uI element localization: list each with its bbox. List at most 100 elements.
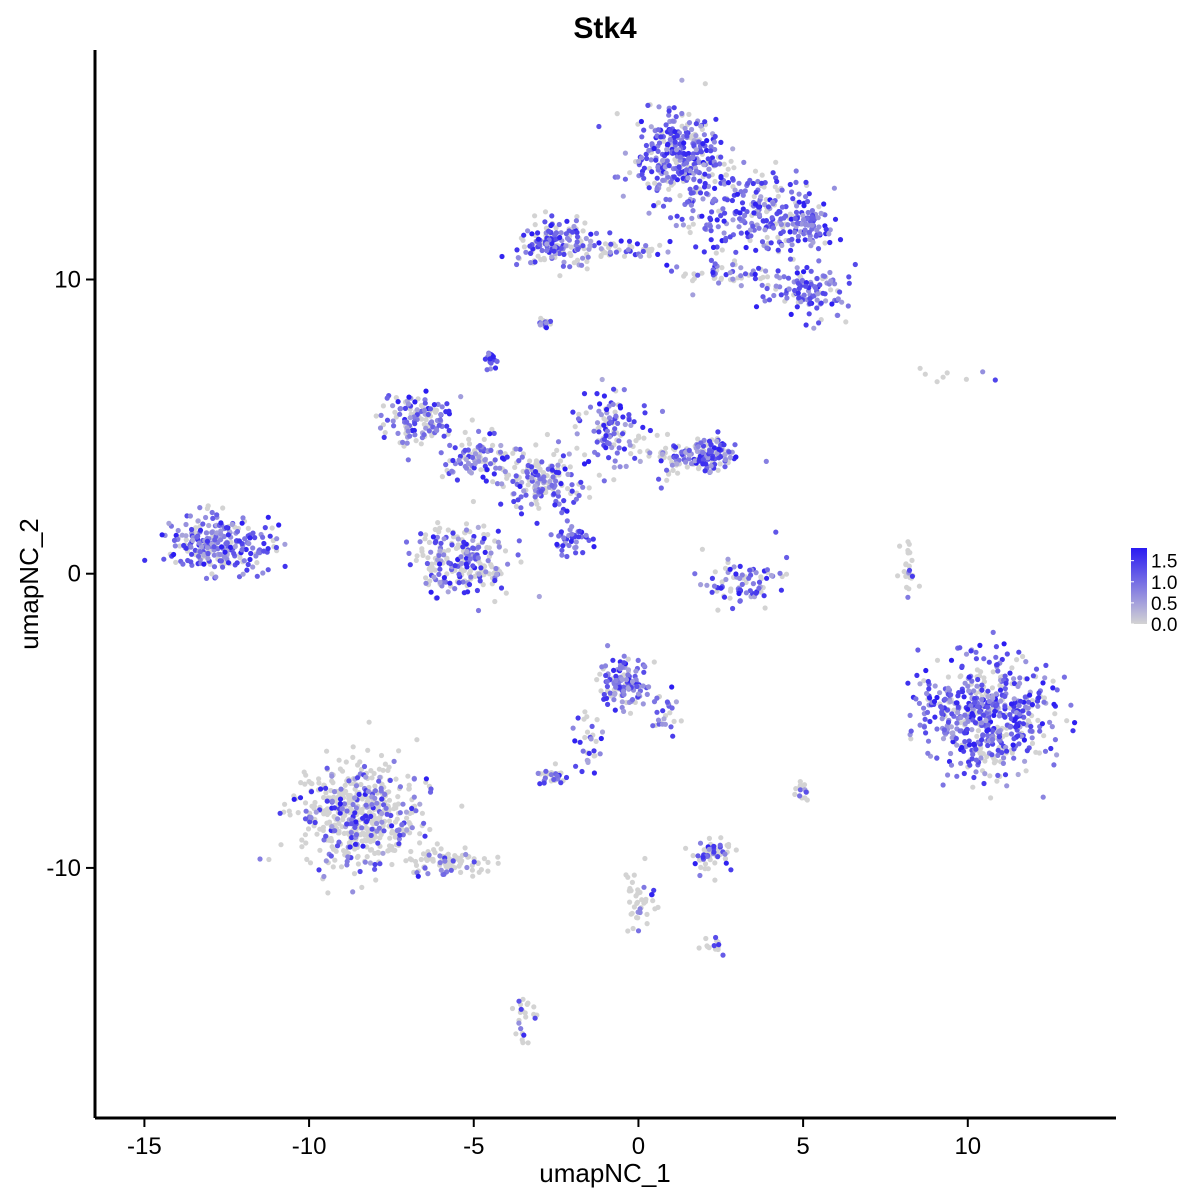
cell-point bbox=[846, 274, 852, 280]
cell-point bbox=[481, 535, 487, 542]
cell-point bbox=[712, 146, 718, 153]
cell-point bbox=[425, 411, 431, 418]
cell-point bbox=[1014, 721, 1020, 727]
cell-point bbox=[977, 709, 983, 715]
cell-point bbox=[990, 693, 996, 699]
cell-point bbox=[645, 102, 651, 108]
cell-point bbox=[414, 737, 420, 743]
cell-point bbox=[677, 193, 683, 199]
cell-point bbox=[423, 856, 429, 862]
cell-point bbox=[1007, 670, 1013, 676]
cell-point bbox=[654, 186, 660, 192]
cell-point bbox=[518, 559, 524, 565]
cell-point bbox=[660, 177, 666, 183]
cell-point bbox=[996, 734, 1003, 740]
cell-point bbox=[372, 866, 378, 872]
cell-point bbox=[696, 139, 702, 145]
cell-point bbox=[752, 201, 759, 207]
cell-point bbox=[706, 173, 712, 179]
cell-point bbox=[708, 257, 715, 263]
cell-point bbox=[455, 543, 461, 549]
cell-point bbox=[519, 479, 525, 486]
cell-point bbox=[195, 553, 202, 559]
cell-point bbox=[1024, 676, 1030, 682]
cell-point bbox=[360, 843, 366, 849]
cell-point bbox=[583, 235, 589, 242]
cell-point bbox=[234, 528, 241, 535]
legend-tick-label: 0.5 bbox=[1151, 594, 1177, 615]
cell-point bbox=[712, 133, 718, 140]
cell-point bbox=[211, 552, 217, 558]
cell-point bbox=[529, 475, 535, 481]
cell-point bbox=[633, 668, 639, 674]
cell-point bbox=[969, 727, 975, 733]
cell-point bbox=[596, 429, 602, 435]
cell-point bbox=[544, 431, 551, 438]
cell-point bbox=[955, 709, 961, 716]
cell-point bbox=[1017, 711, 1023, 717]
cell-point bbox=[1051, 701, 1057, 707]
cell-point bbox=[536, 505, 542, 511]
cell-point bbox=[778, 587, 785, 593]
cell-point bbox=[715, 607, 721, 613]
cell-point bbox=[777, 570, 783, 576]
cell-point bbox=[713, 934, 719, 941]
cell-point bbox=[414, 553, 420, 559]
cell-point bbox=[647, 450, 653, 456]
cell-point bbox=[564, 508, 570, 514]
cell-point bbox=[312, 819, 318, 826]
cell-point bbox=[556, 221, 562, 228]
cell-point bbox=[537, 781, 543, 787]
cell-point bbox=[803, 322, 809, 328]
cell-point bbox=[634, 683, 640, 690]
cell-point bbox=[972, 720, 979, 726]
cell-point bbox=[566, 542, 572, 549]
cell-point bbox=[497, 465, 503, 471]
cell-point bbox=[538, 476, 544, 482]
cell-point bbox=[702, 861, 709, 867]
cell-point bbox=[761, 593, 767, 599]
cell-point bbox=[636, 433, 642, 439]
cell-point bbox=[644, 921, 650, 927]
cell-point bbox=[939, 711, 945, 717]
cell-point bbox=[709, 455, 715, 461]
cell-point bbox=[505, 472, 512, 478]
cell-point bbox=[574, 214, 580, 220]
cell-point bbox=[604, 678, 610, 685]
cell-point bbox=[513, 446, 519, 452]
cell-point bbox=[534, 501, 540, 507]
cell-point bbox=[593, 738, 599, 745]
cell-point bbox=[584, 266, 590, 272]
x-tick-label: 5 bbox=[796, 1133, 809, 1160]
cell-point bbox=[764, 285, 770, 292]
cell-point bbox=[452, 586, 458, 592]
cell-point bbox=[1002, 686, 1008, 692]
cell-point bbox=[774, 178, 780, 185]
cell-point bbox=[206, 522, 212, 529]
cell-point bbox=[970, 784, 976, 790]
cell-point bbox=[627, 885, 633, 892]
cell-point bbox=[965, 706, 971, 712]
cell-point bbox=[601, 478, 607, 484]
cell-point bbox=[764, 245, 770, 251]
cell-point bbox=[1028, 723, 1034, 730]
cell-point bbox=[712, 860, 718, 866]
cell-point bbox=[465, 460, 472, 466]
cell-point bbox=[384, 811, 390, 817]
cell-point bbox=[161, 556, 167, 562]
cell-point bbox=[562, 466, 568, 472]
cell-point bbox=[219, 544, 225, 550]
cell-point bbox=[582, 734, 588, 741]
cell-point bbox=[672, 444, 679, 450]
cell-point bbox=[805, 209, 811, 216]
cell-point bbox=[784, 554, 790, 561]
cell-point bbox=[408, 857, 415, 863]
cell-point bbox=[489, 426, 495, 432]
cell-point bbox=[693, 147, 699, 153]
cell-point bbox=[620, 414, 626, 420]
cell-point bbox=[1001, 755, 1007, 761]
cell-point bbox=[594, 391, 600, 397]
cell-point bbox=[594, 439, 600, 445]
cell-point bbox=[323, 790, 329, 796]
